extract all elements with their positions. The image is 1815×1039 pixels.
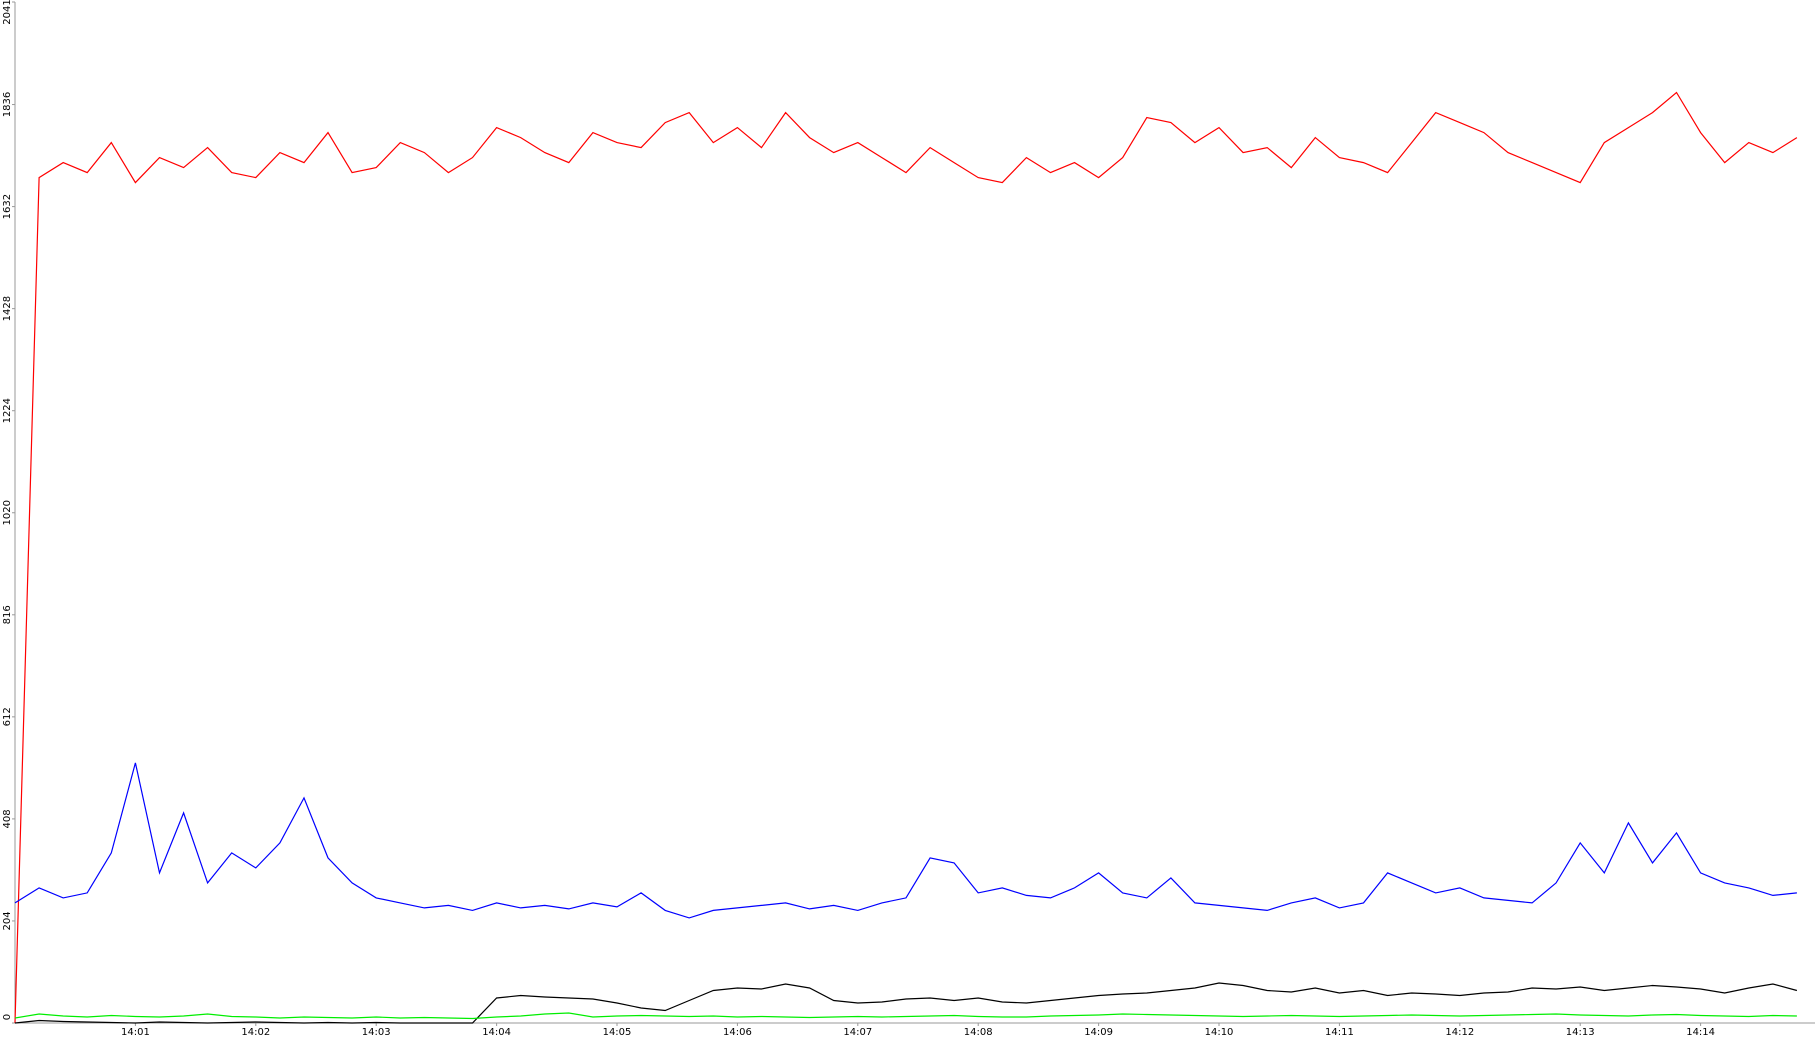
x-tick-label: 14:02 (241, 1027, 270, 1038)
series-line (14, 1012, 1797, 1020)
x-tick-label: 14:14 (1686, 1027, 1715, 1038)
x-tick-label: 14:05 (603, 1027, 632, 1038)
y-tick-label: 0 (2, 1014, 13, 1020)
y-tick-label: 816 (2, 605, 13, 624)
x-tick-label: 14:07 (843, 1027, 872, 1038)
y-tick-label: 1428 (2, 296, 13, 321)
x-tick-label: 14:01 (121, 1027, 150, 1038)
y-tick-label: 408 (2, 809, 13, 828)
y-tick-label: 1632 (2, 194, 13, 219)
x-tick-label: 14:10 (1205, 1027, 1234, 1038)
series-line (14, 91, 1798, 1024)
x-tick-label: 14:11 (1325, 1027, 1354, 1038)
y-tick-label: 204 (2, 911, 13, 930)
x-tick-label: 14:08 (964, 1027, 993, 1038)
x-tick-label: 14:13 (1566, 1027, 1595, 1038)
series-line (14, 982, 1798, 1024)
y-tick-label: 612 (2, 707, 13, 726)
y-tick-label: 1836 (2, 92, 13, 117)
x-tick-label: 14:12 (1445, 1027, 1474, 1038)
x-tick-label: 14:09 (1084, 1027, 1113, 1038)
y-tick-label: 1224 (2, 398, 13, 423)
y-tick-label: 1020 (2, 500, 13, 525)
x-tick-label: 14:03 (362, 1027, 391, 1038)
x-tick-label: 14:06 (723, 1027, 752, 1038)
series-line (14, 762, 1797, 919)
x-tick-label: 14:04 (482, 1027, 511, 1038)
y-tick-label: 2041 (2, 0, 13, 25)
